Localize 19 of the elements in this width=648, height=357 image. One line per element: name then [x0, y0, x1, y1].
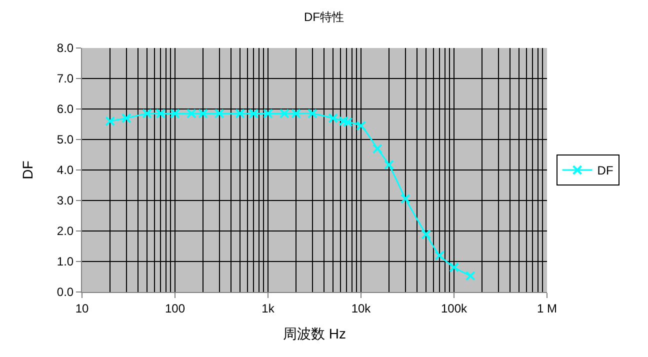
x-tick-label: 1k [262, 301, 276, 316]
y-tick-label: 5.0 [56, 132, 74, 147]
y-tick-label: 2.0 [56, 224, 74, 238]
x-tick-label: 10 [75, 301, 89, 316]
y-tick-label: 7.0 [56, 72, 74, 86]
chart-title: DF特性 [304, 10, 344, 24]
y-tick-label: 8.0 [56, 41, 74, 56]
y-tick-label: 6.0 [56, 102, 74, 116]
x-tick-label: 1 M [536, 301, 558, 316]
y-tick-label: 3.0 [56, 194, 74, 208]
y-tick-label: 4.0 [56, 163, 74, 178]
x-axis-title: 周波数 Hz [283, 326, 346, 342]
x-tick-label: 100 [164, 301, 186, 316]
y-tick-label: 0.0 [56, 285, 74, 300]
legend-label: DF [597, 164, 614, 178]
x-tick-label: 10k [351, 301, 372, 316]
y-tick-label: 1.0 [56, 254, 74, 269]
y-axis-title: DF [20, 160, 36, 180]
x-tick-label: 100k [440, 301, 468, 316]
